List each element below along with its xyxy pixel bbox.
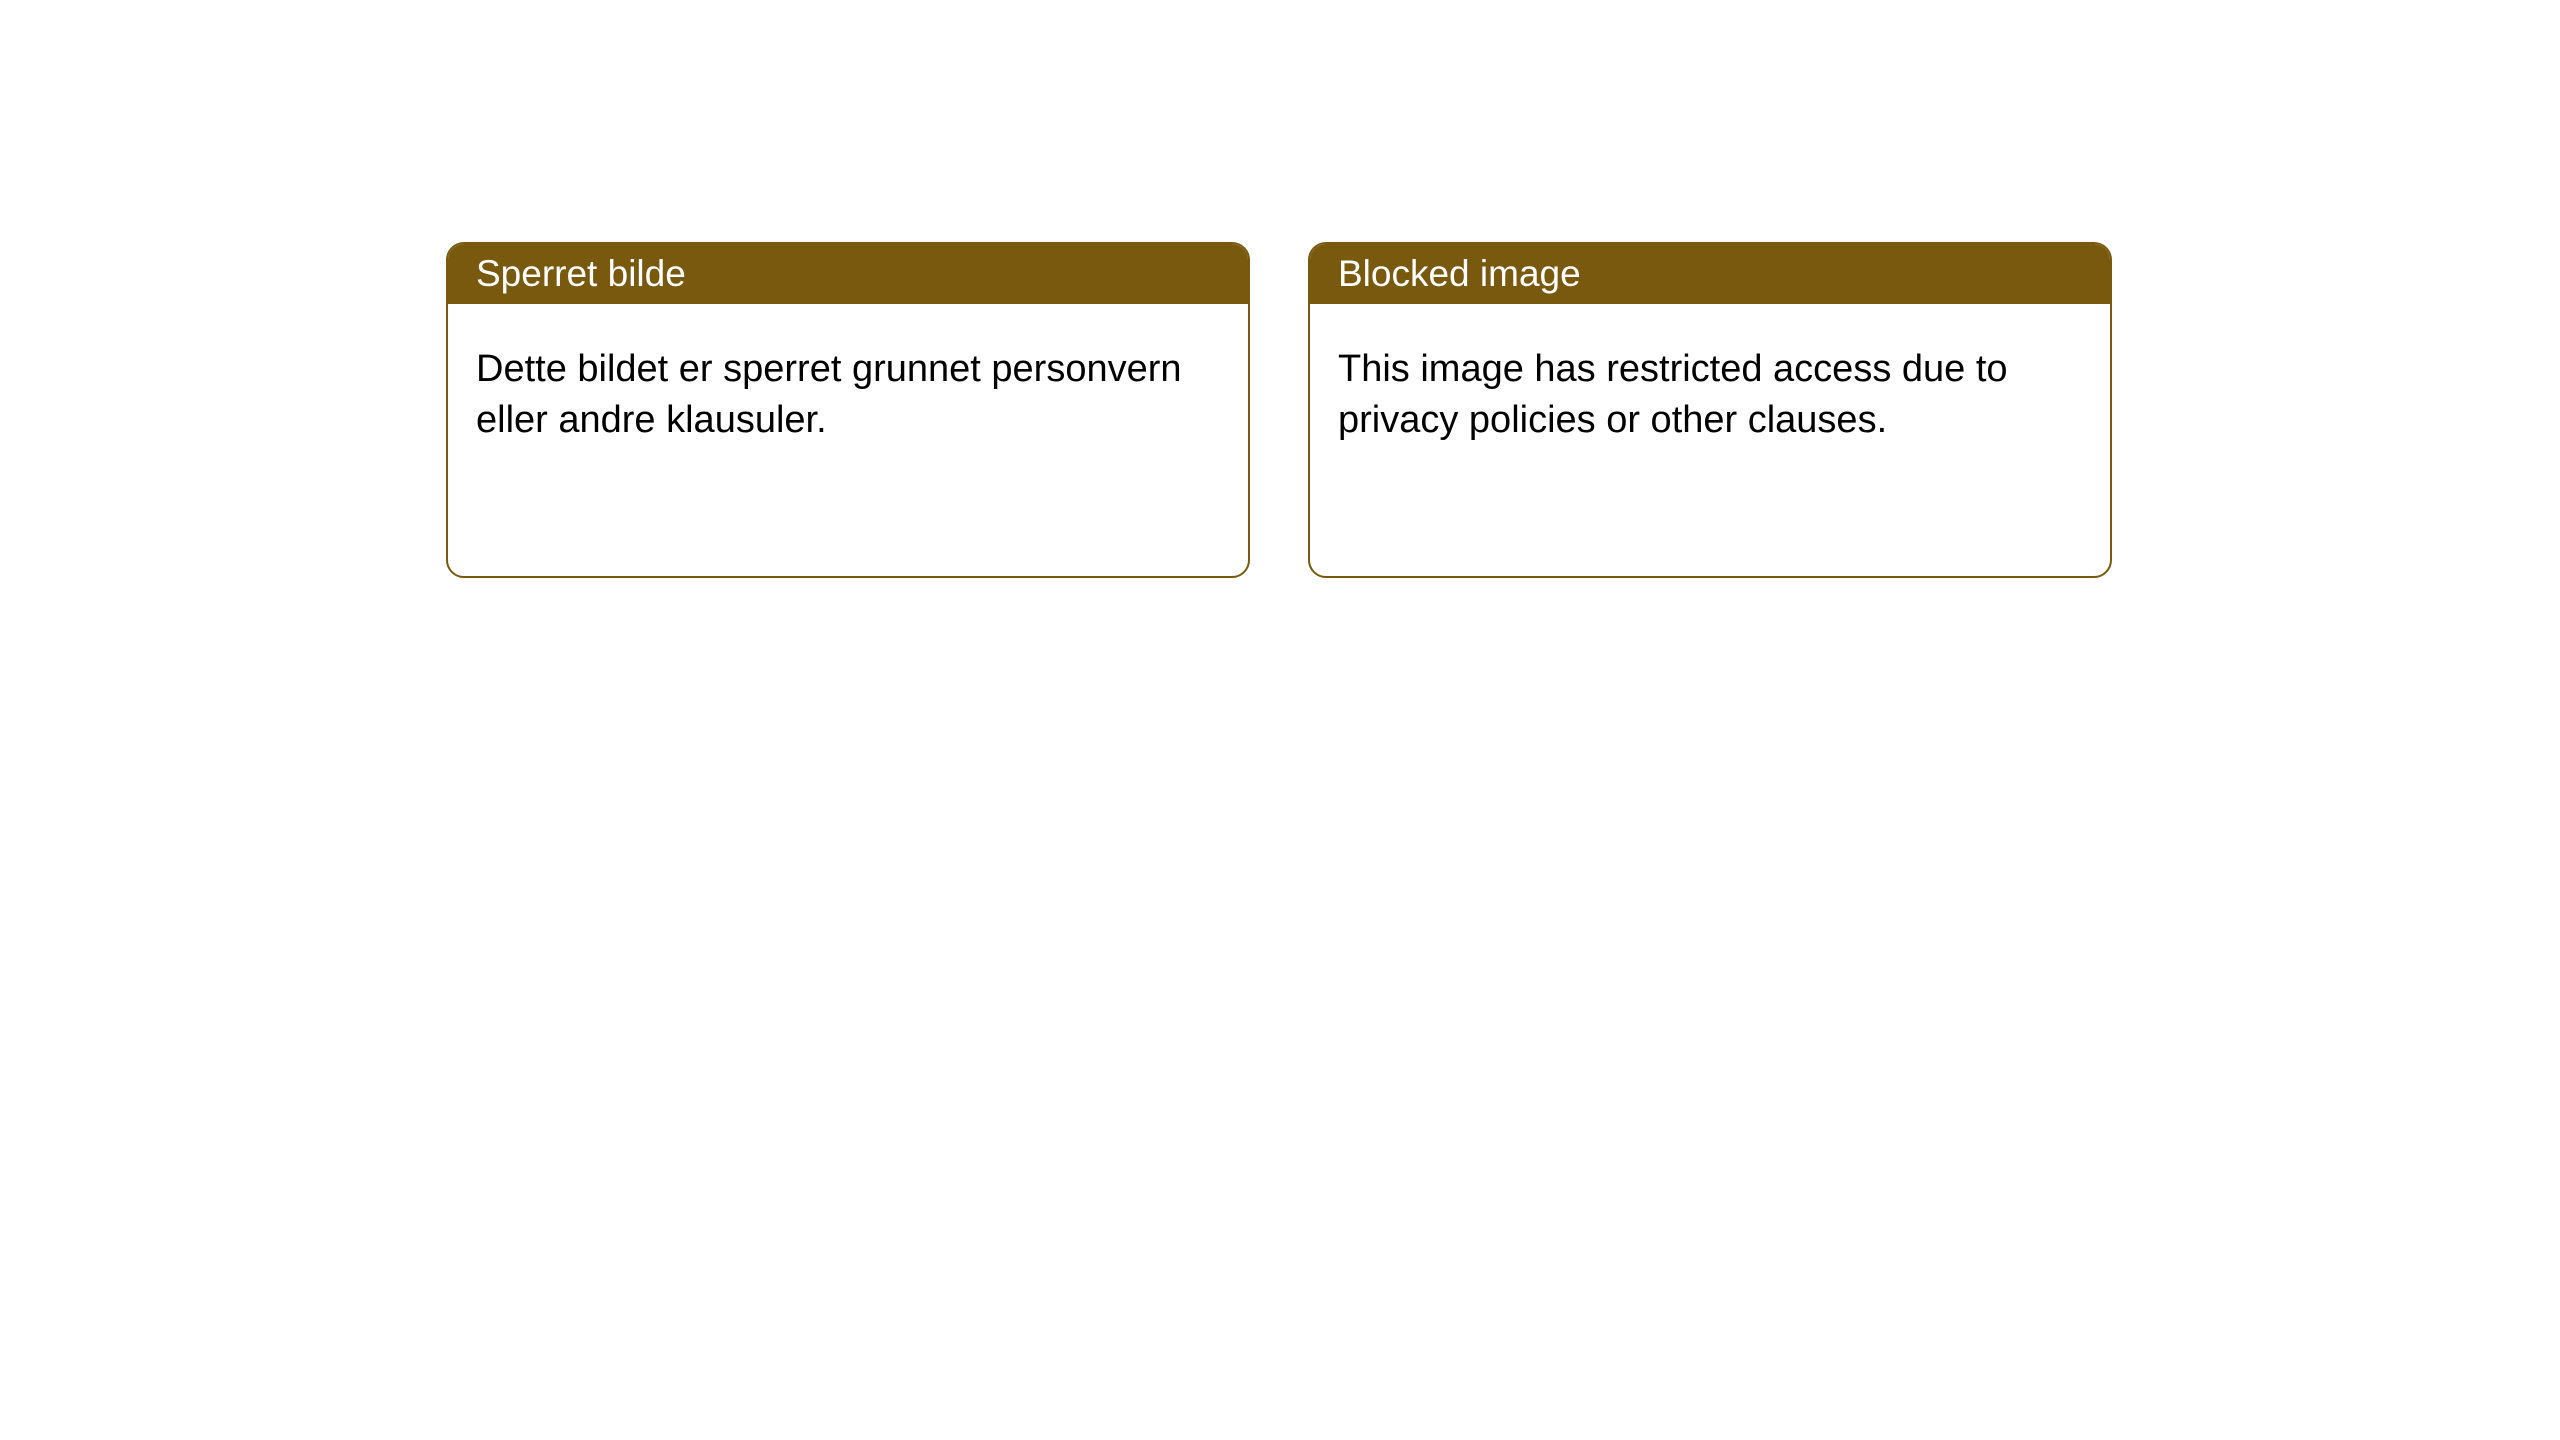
notice-card-english: Blocked image This image has restricted … — [1308, 242, 2112, 578]
notice-container: Sperret bilde Dette bildet er sperret gr… — [0, 0, 2560, 578]
notice-card-title: Blocked image — [1310, 244, 2110, 304]
notice-card-body: Dette bildet er sperret grunnet personve… — [448, 304, 1248, 487]
notice-card-norwegian: Sperret bilde Dette bildet er sperret gr… — [446, 242, 1250, 578]
notice-card-title: Sperret bilde — [448, 244, 1248, 304]
notice-card-body: This image has restricted access due to … — [1310, 304, 2110, 487]
